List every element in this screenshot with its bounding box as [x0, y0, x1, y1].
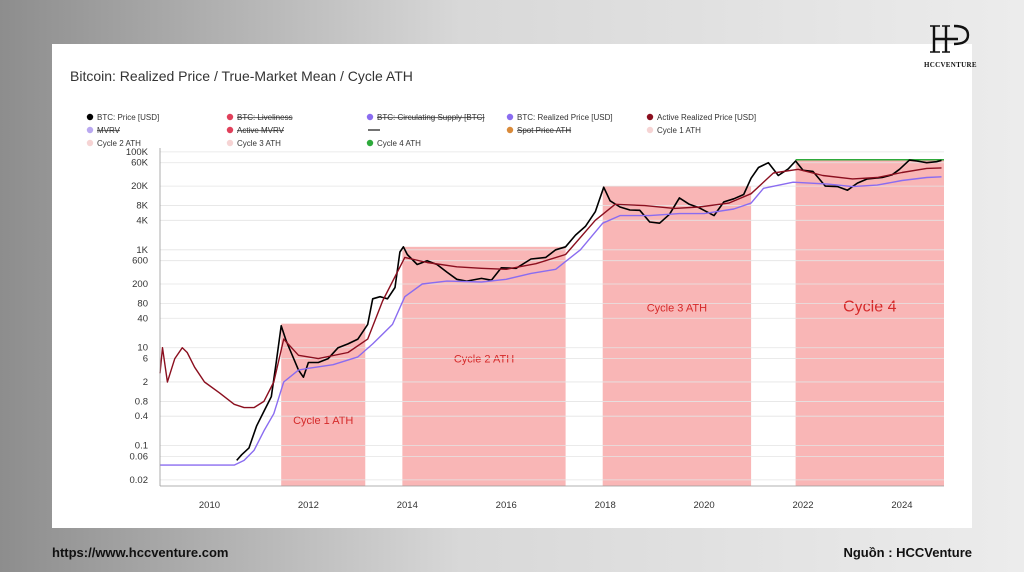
series-line: [236, 159, 942, 461]
legend-label: BTC: Circulating Supply [BTC]: [377, 113, 485, 122]
legend-swatch: [86, 113, 94, 121]
cycle-zone: [402, 246, 566, 486]
y-tick-label: 60K: [131, 158, 149, 169]
legend-label: BTC: Realized Price [USD]: [517, 113, 613, 122]
chart-legend: BTC: Price [USD] BTC: Liveliness BTC: Circ…: [86, 113, 756, 148]
source-credit: Nguồn : HCCVenture: [843, 545, 972, 560]
website-link[interactable]: https://www.hccventure.com: [52, 545, 229, 560]
y-tick-label: 2: [143, 377, 148, 388]
x-tick-label: 2010: [199, 500, 220, 511]
hcc-logo-icon: [930, 24, 970, 53]
legend-swatch: [366, 139, 374, 147]
legend-swatch: [646, 126, 654, 134]
x-tick-label: 2016: [496, 500, 517, 511]
chart-card: Bitcoin: Realized Price / True-Market Me…: [52, 44, 972, 528]
y-tick-label: 600: [132, 256, 148, 267]
cycle-zone: [602, 186, 752, 486]
legend-swatch: [366, 113, 374, 121]
y-tick-label: 1K: [136, 245, 148, 256]
legend-label: Cycle 3 ATH: [237, 139, 281, 148]
legend-swatch: [506, 113, 514, 121]
y-tick-label: 0.4: [135, 411, 148, 422]
legend-label: Active MVRV: [237, 126, 285, 135]
y-tick-label: 0.1: [135, 441, 148, 452]
y-tick-label: 8K: [136, 201, 148, 212]
cycle-zones: Cycle 1 ATH Cycle 2 ATH Cycle 3 ATH Cycle 4: [281, 159, 944, 486]
brand-logo: HCCVENTURE: [924, 22, 977, 69]
y-tick-label: 80: [137, 299, 148, 310]
legend-label: Active Realized Price [USD]: [657, 113, 756, 122]
legend-label: MVRV: [97, 126, 121, 135]
chart-svg: Bitcoin: Realized Price / True-Market Me…: [70, 68, 944, 511]
legend-label: Spot Price ATH: [517, 126, 571, 135]
x-tick-label: 2022: [792, 500, 813, 511]
chart-title: Bitcoin: Realized Price / True-Market Me…: [70, 68, 413, 84]
legend-swatch: [646, 113, 654, 121]
x-tick-label: 2020: [694, 500, 715, 511]
legend-label: BTC: Price [USD]: [97, 113, 159, 122]
axes: 100K60K20K8K4K1K600200804010620.80.40.10…: [126, 147, 944, 511]
x-tick-label: 2018: [595, 500, 616, 511]
grid-lines: [160, 151, 944, 481]
y-tick-label: 0.02: [130, 475, 149, 486]
legend-label: Cycle 2 ATH: [97, 139, 141, 148]
y-tick-label: 10: [137, 343, 148, 354]
legend-swatch: [506, 126, 514, 134]
legend-label: Cycle 1 ATH: [657, 126, 701, 135]
x-tick-label: 2014: [397, 500, 418, 511]
y-tick-label: 4K: [136, 215, 148, 226]
legend-label: BTC: Liveliness: [237, 113, 293, 122]
legend-swatch: [226, 113, 234, 121]
legend-swatch: [226, 139, 234, 147]
y-tick-label: 0.8: [135, 396, 148, 407]
legend-swatch: [86, 126, 94, 134]
x-tick-label: 2012: [298, 500, 319, 511]
y-tick-label: 6: [143, 354, 148, 365]
cycle-zone-label: Cycle 1 ATH: [293, 415, 353, 427]
y-tick-label: 20K: [131, 181, 149, 192]
cycle-zone-label: Cycle 4: [843, 298, 896, 315]
y-tick-label: 100K: [126, 147, 149, 158]
y-tick-label: 200: [132, 279, 148, 290]
cycle-zone-label: Cycle 3 ATH: [647, 302, 707, 314]
y-tick-label: 0.06: [130, 452, 149, 463]
cycle-zone: [795, 159, 944, 486]
series-line: [159, 167, 942, 409]
legend-swatch: [86, 139, 94, 147]
legend-swatch: [226, 126, 234, 134]
y-tick-label: 40: [137, 313, 148, 324]
x-tick-label: 2024: [891, 500, 912, 511]
series-line: [160, 176, 942, 466]
series-lines: [159, 159, 942, 466]
logo-text: HCCVENTURE: [924, 61, 977, 69]
legend-label: Cycle 4 ATH: [377, 139, 421, 148]
cycle-zone-label: Cycle 2 ATH: [454, 353, 514, 365]
